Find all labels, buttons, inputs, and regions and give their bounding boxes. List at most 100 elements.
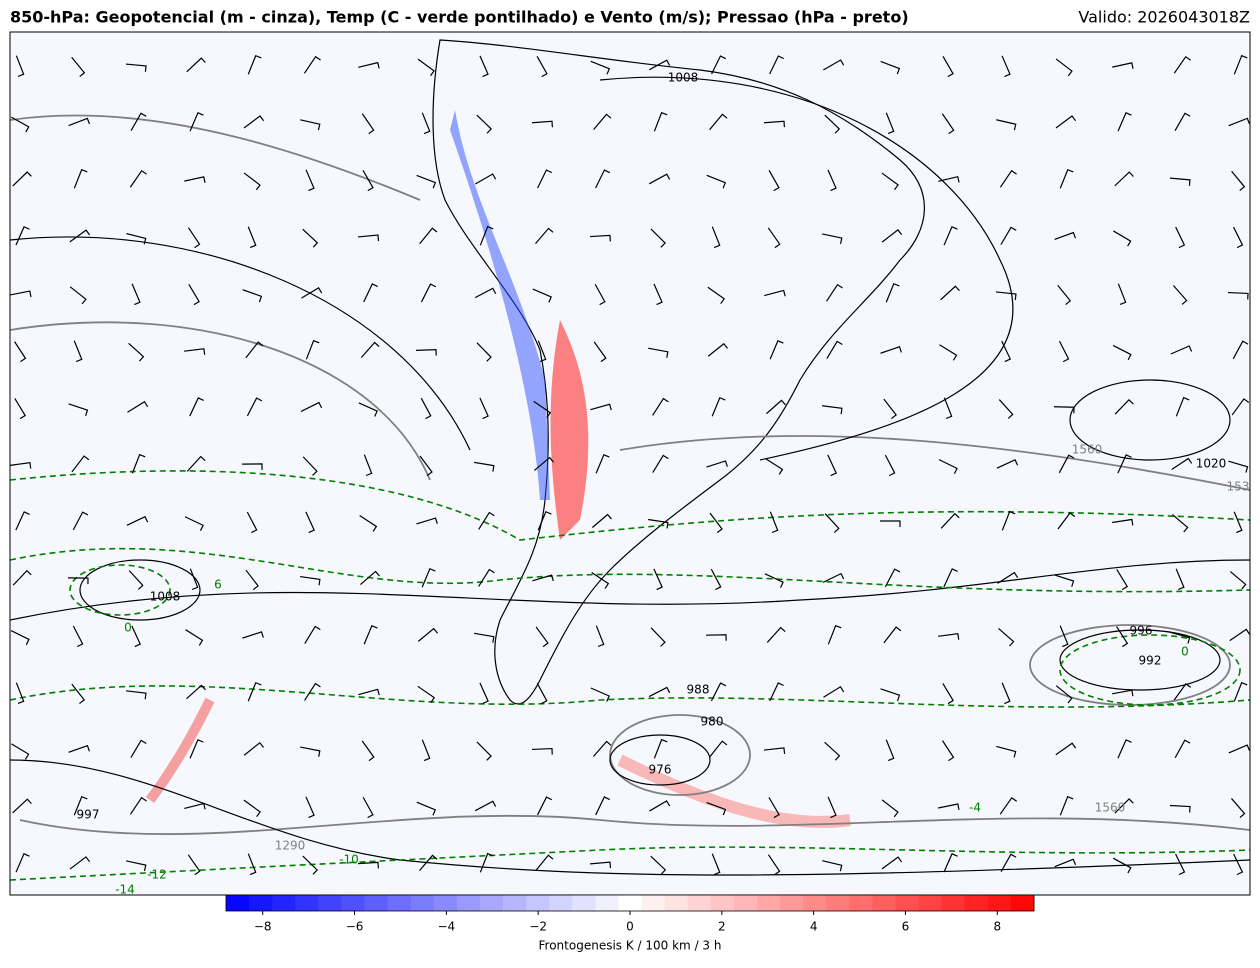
colorbar-swatch: [918, 895, 943, 911]
wind-barb: [1054, 574, 1075, 587]
wind-barb: [711, 853, 721, 876]
wind-barb: [938, 175, 960, 183]
wind-barb: [648, 173, 671, 185]
wind-barb: [589, 861, 612, 869]
wind-barb: [590, 687, 610, 702]
colorbar: −8 −6 −4 −2 0 2 4 6 8: [225, 894, 1035, 934]
wind-barb: [885, 282, 900, 303]
wind-barb: [11, 743, 30, 760]
wind-barb: [1233, 511, 1243, 534]
wind-barb: [652, 397, 669, 416]
colorbar-swatch: [664, 895, 689, 911]
wind-barb: [10, 116, 30, 133]
colorbar-tick-label: 4: [810, 920, 818, 934]
wind-barb: [943, 853, 958, 873]
wind-barb: [1059, 168, 1074, 189]
wind-barb: [1059, 625, 1069, 648]
wind-barb: [12, 171, 32, 187]
wind-barb: [1112, 344, 1132, 361]
wind-barb: [1054, 231, 1077, 241]
wind-barb: [1001, 682, 1011, 705]
wind-barb: [824, 114, 841, 134]
wind-barb: [243, 172, 261, 191]
colorbar-tick-label: −8: [254, 920, 272, 934]
wind-barb: [358, 61, 380, 69]
colorbar-swatch: [641, 895, 666, 911]
wind-barb: [1173, 683, 1192, 701]
wind-barb: [129, 169, 147, 188]
wind-barb: [1169, 804, 1191, 813]
map-background: [10, 32, 1250, 895]
wind-barb: [767, 227, 781, 249]
wind-barb: [650, 855, 667, 875]
wind-barb: [73, 795, 88, 816]
wind-barb: [10, 630, 30, 646]
wind-barb: [187, 227, 201, 249]
wind-barb: [474, 287, 497, 299]
colorbar-swatch: [872, 895, 896, 911]
wind-barb: [999, 796, 1018, 815]
wind-barb: [1232, 340, 1249, 360]
wind-barb: [1054, 858, 1077, 868]
wind-barb: [72, 511, 89, 531]
colorbar-swatch: [272, 895, 296, 911]
wind-barb: [997, 571, 1019, 584]
wind-barb: [711, 55, 727, 75]
wind-barb: [246, 397, 263, 417]
wind-barb: [766, 626, 786, 643]
colorbar-swatch: [595, 895, 619, 911]
wind-barb: [305, 796, 315, 819]
wind-barb: [1233, 54, 1248, 75]
wind-barb: [595, 796, 610, 816]
wind-barb: [826, 340, 843, 359]
contour-label: 997: [77, 808, 100, 822]
wind-barb: [419, 455, 433, 477]
wind-barb: [1055, 742, 1077, 756]
wind-barb: [769, 682, 784, 702]
wind-barb: [479, 682, 489, 705]
wind-barb: [536, 682, 548, 705]
wind-barb: [242, 289, 263, 303]
wind-barb: [126, 690, 147, 700]
wind-barb: [537, 169, 553, 189]
wind-barb: [707, 286, 725, 305]
colorbar-tick-label: 6: [902, 920, 910, 934]
wind-barb: [128, 570, 144, 590]
wind-barb: [362, 796, 374, 819]
wind-barb: [360, 341, 380, 358]
wind-barb: [479, 225, 494, 246]
wind-barb: [536, 796, 553, 816]
colorbar-tick-label: 8: [993, 920, 1001, 934]
wind-barb: [1231, 798, 1246, 818]
wind-barb: [822, 405, 843, 415]
wind-barb: [1228, 744, 1251, 754]
wind-barb: [184, 176, 206, 183]
wind-barb: [301, 287, 323, 299]
wind-barb: [939, 344, 958, 361]
wind-barb: [358, 402, 378, 417]
wind-barb: [130, 739, 147, 758]
wind-barb: [184, 516, 204, 531]
wind-barb: [535, 227, 554, 244]
wind-barb: [595, 453, 610, 474]
wind-barb: [707, 342, 729, 357]
valid-time: Valido: 2026043018Z: [1078, 8, 1250, 27]
wind-barb: [243, 741, 265, 756]
wind-barb: [531, 747, 553, 755]
wind-barb: [942, 740, 955, 762]
contour-label: 1560: [1095, 801, 1126, 815]
contour-label: 153: [1227, 480, 1250, 494]
wind-barb: [125, 63, 147, 72]
wind-barb: [183, 348, 206, 355]
wind-barb: [305, 169, 315, 192]
wind-barb: [245, 341, 264, 359]
wind-barb: [12, 798, 32, 814]
contour-label: 980: [701, 715, 724, 729]
colorbar-swatch: [987, 895, 1012, 911]
wind-barb: [938, 459, 958, 475]
wind-barb: [827, 624, 842, 645]
wind-barb: [1171, 514, 1189, 533]
colorbar-swatch: [1010, 895, 1035, 911]
colorbar-swatch: [826, 895, 850, 911]
